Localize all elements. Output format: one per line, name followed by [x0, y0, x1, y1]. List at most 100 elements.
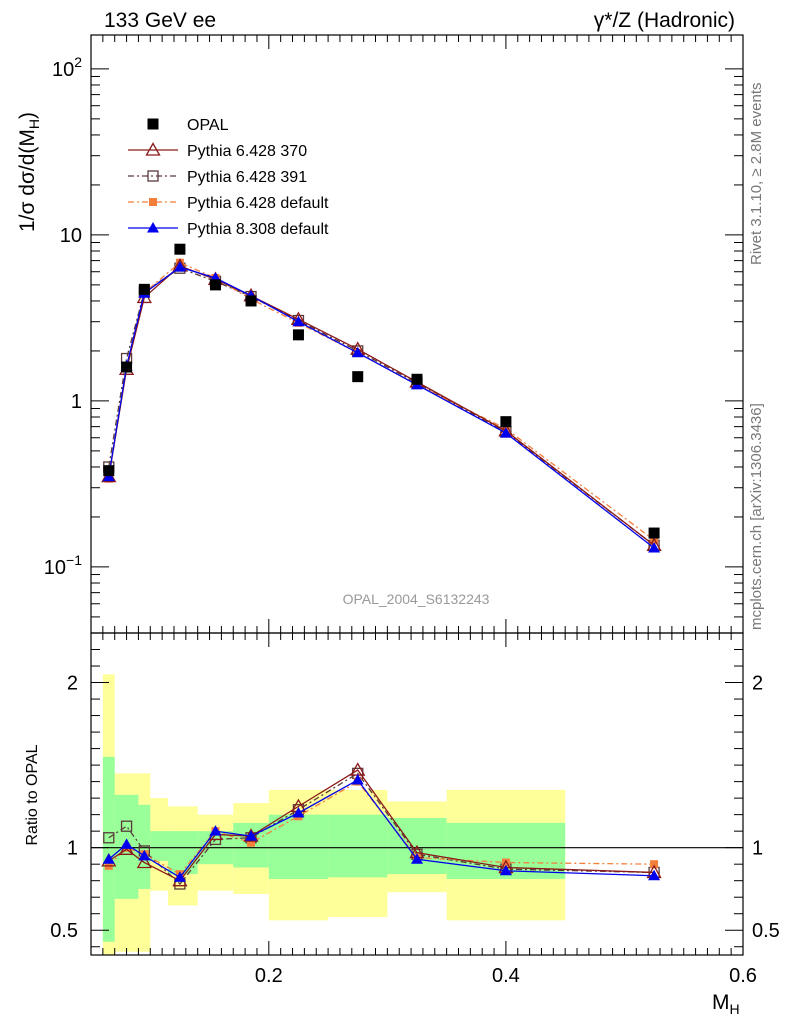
point-pythia-6-428-default-10: [650, 536, 659, 545]
ratio-point-pythia-6-428-default-5: [247, 838, 256, 847]
y-tick-label-base: 10: [60, 225, 82, 247]
legend: OPAL Pythia 6.428 370 Pythia 6.428 391 Pyth…: [128, 117, 329, 238]
point-pythia-8-308-default-3: [173, 261, 186, 272]
ratio-point-pythia-6-428-370-2: [136, 854, 152, 869]
x-axis-label: MH: [712, 991, 740, 1017]
ratio-point-pythia-8-308-default-5: [245, 830, 258, 841]
x-axis-label-sub: H: [730, 1001, 740, 1017]
legend-entry-pythia-8-308-default: Pythia 8.308 default: [128, 221, 329, 238]
svg-text:1/σ dσ/d(MH): 1/σ dσ/d(MH): [16, 112, 42, 232]
point-pythia-8-308-default-10: [648, 542, 661, 553]
ratio-ylabel: Ratio to OPAL: [24, 744, 41, 845]
series-opal: [103, 243, 660, 539]
point-pythia-8-308-default-9: [499, 427, 512, 438]
ratio-pythia-8-308-default: [102, 773, 661, 882]
ratio-point-pythia-8-308-default-9: [499, 864, 512, 876]
top-ylabel-sub: H: [26, 119, 42, 129]
ratio-y-tick-label-right: 2: [752, 673, 763, 695]
ratio-point-pythia-6-428-391-0: [103, 832, 115, 844]
ratio-y-tick-label: 2: [67, 673, 78, 695]
x-axis-label-main: M: [712, 991, 730, 1014]
ratio-plot-series: [101, 762, 662, 890]
x-tick-label: 0.2: [255, 965, 283, 987]
x-tick-label: 0.4: [492, 965, 520, 987]
y-tick-label: 10: [60, 225, 82, 247]
ratio-point-pythia-8-308-default-6: [292, 806, 305, 818]
y-tick-label-exp: −1: [66, 552, 82, 568]
ratio-point-pythia-8-308-default-3: [173, 871, 186, 882]
legend-label: OPAL: [187, 117, 229, 134]
header-right: γ*/Z (Hadronic): [594, 9, 735, 32]
ratio-point-pythia-8-308-default-8: [411, 853, 423, 864]
top-ylabel-close: ): [16, 112, 39, 119]
header-left: 133 GeV ee: [104, 9, 216, 32]
y-tick-label-base: 10: [52, 59, 74, 81]
point-opal-3: [174, 243, 186, 255]
point-opal-0: [103, 465, 115, 477]
ratio-y-tick-label-right: 1: [752, 838, 763, 860]
ratio-point-pythia-8-308-default-7: [351, 773, 364, 785]
ratio-point-pythia-6-428-default-10: [650, 860, 659, 869]
ratio-point-pythia-6-428-391-1: [120, 820, 133, 832]
legend-label: Pythia 6.428 default: [187, 195, 329, 212]
point-opal-4: [209, 279, 221, 291]
point-opal-6: [292, 329, 304, 341]
point-opal-5: [245, 295, 257, 307]
y-tick-label-base: 10: [44, 557, 66, 579]
y-tick-label-base: 1: [71, 391, 82, 413]
mcplots-label: mcplots.cern.ch [arXiv:1306.3436]: [748, 403, 765, 630]
ratio-point-pythia-8-308-default-2: [138, 849, 151, 861]
ratio-point-pythia-6-428-default-9: [501, 858, 510, 867]
series-pythia-8-308-default: [102, 261, 661, 553]
legend-entry-pythia-6-428-391: Pythia 6.428 391: [128, 169, 307, 186]
legend-marker: [147, 222, 159, 233]
point-pythia-8-308-default-7: [351, 346, 364, 358]
ratio-bands: [102, 674, 566, 955]
point-opal-9: [500, 416, 512, 428]
point-opal-2: [138, 283, 150, 295]
point-opal-7: [352, 371, 364, 383]
ratio-y-tick-label-right: 0.5: [752, 920, 780, 942]
x-tick-label: 0.6: [729, 965, 757, 987]
point-opal-1: [121, 361, 133, 373]
legend-label: Pythia 6.428 391: [187, 169, 307, 186]
legend-entry-pythia-6-428-default: Pythia 6.428 default: [128, 195, 329, 212]
line-pythia-6-428-391: [108, 267, 655, 546]
point-opal-8: [411, 373, 423, 385]
ratio-y-tick-label: 0.5: [50, 920, 78, 942]
legend-marker: [147, 170, 159, 182]
y-tick-label: 1: [71, 391, 82, 413]
top-ylabel: 1/σ dσ/d(MH): [16, 112, 42, 232]
y-tick-label-exp: 2: [74, 54, 82, 70]
series-pythia-6-428-370: [101, 258, 662, 551]
analysis-tag: OPAL_2004_S6132243: [343, 591, 490, 607]
legend-entry-pythia-6-428-370: Pythia 6.428 370: [128, 142, 307, 160]
ratio-point-pythia-8-308-default-4: [209, 825, 222, 836]
point-opal-10: [648, 527, 660, 539]
line-pythia-8-308-default: [108, 266, 655, 549]
legend-label: Pythia 6.428 370: [187, 143, 307, 160]
y-tick-label: 102: [52, 54, 82, 81]
point-pythia-8-308-default-6: [292, 315, 305, 327]
ratio-point-pythia-8-308-default-1: [120, 838, 133, 849]
ratio-y-tick-label: 1: [67, 838, 78, 860]
band-inner-bin-8: [328, 814, 388, 878]
rivet-label: Rivet 3.1.10, ≥ 2.8M events: [748, 83, 765, 266]
series-pythia-6-428-391: [103, 262, 660, 551]
legend-marker: [147, 118, 159, 130]
ratio-point-pythia-8-308-default-10: [648, 869, 661, 881]
top-ylabel-main: 1/σ dσ/d(M: [16, 129, 39, 232]
band-inner-bin-2: [138, 804, 151, 889]
legend-entry-opal: OPAL: [147, 117, 229, 134]
band-inner-bin-0: [102, 756, 115, 942]
legend-marker: [149, 198, 157, 206]
line-pythia-6-428-default: [108, 261, 655, 541]
legend-marker: [145, 142, 161, 156]
band-inner-bin-3: [150, 831, 169, 861]
line-pythia-6-428-370: [108, 265, 655, 546]
ratio-plot-frame: [90, 632, 744, 956]
band-inner-bin-7: [268, 814, 329, 880]
y-tick-label: 10−1: [44, 552, 82, 579]
